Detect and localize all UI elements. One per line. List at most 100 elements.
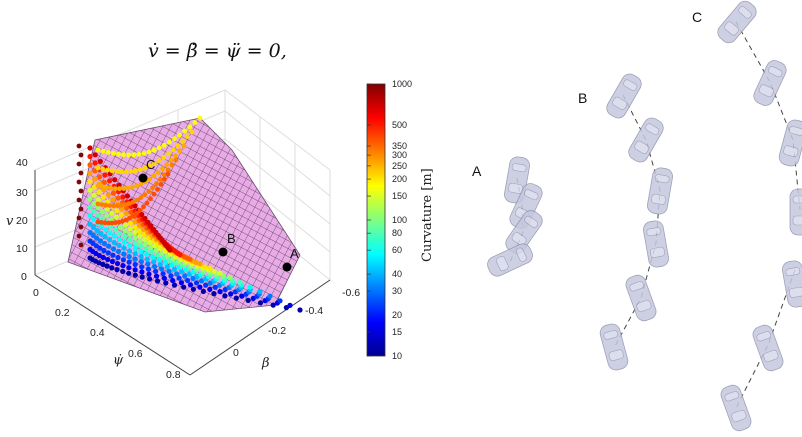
arc-point [114,261,121,267]
arc-point [161,275,167,281]
arc-point [110,252,116,258]
beta-tick: 0 [233,347,239,359]
colorbar-tick-label: 1000 [392,79,412,89]
arc-point [126,254,132,260]
arc-point [95,165,101,171]
arc-point [100,261,106,267]
colorbar-tick-label: 500 [392,120,407,130]
red-column-point [76,179,82,185]
marker-a [282,262,292,272]
arc-point [247,284,253,290]
arc-point [116,236,123,242]
arc-point [131,152,137,158]
colorbar-tick-label: 15 [392,327,402,337]
arc-point [153,273,160,279]
psidot-tick: 0.4 [90,327,105,339]
arc-point [162,259,168,265]
arc-point [114,169,120,174]
arc-point [211,268,217,275]
arc-point [109,220,115,226]
arc-point [222,293,228,299]
arc-point [144,256,150,262]
arc-point [111,203,116,209]
arc-point [170,147,176,153]
arc-point [287,302,293,308]
colorbar-tick-label: 300 [392,150,407,160]
arc-point [169,162,175,168]
arc-point [111,239,117,246]
arc-point [119,169,124,175]
psidot-tick: 0.2 [55,307,70,319]
arc-point [118,212,124,218]
arc-point [189,129,195,135]
arc-point [87,170,93,176]
red-column-point [78,224,84,230]
arc-point [158,182,164,187]
colorbar-tick-label: 60 [392,245,402,255]
arc-point [151,191,157,197]
arc-point [167,139,172,145]
arc-point [155,187,160,192]
arc-point [177,148,183,154]
car-marker [643,220,669,268]
arc-point [168,273,174,279]
arc-point [109,258,115,265]
arc-point [144,251,150,257]
car-marker [628,117,664,163]
v-tick: 0 [21,271,27,283]
arc-point [100,166,106,172]
colorbar-tick-label: 150 [392,191,407,201]
arc-point [127,237,133,243]
arc-point [145,266,151,272]
beta-tick: -0.4 [305,305,323,317]
arc-point [87,255,93,261]
arc-point [103,202,109,208]
arc-point [134,183,140,189]
arc-point [122,202,128,208]
arc-point [179,269,185,275]
arc-point [297,307,303,313]
arc-point [105,150,111,155]
arc-point [87,204,93,210]
beta-ticks: 0 -0.2 -0.4 -0.6 [233,287,360,359]
label-a: A [290,246,299,261]
arc-point [136,151,142,157]
beta-tick: -0.6 [342,287,360,299]
arc-point [91,200,97,206]
arc-point [158,177,163,182]
arc-point [151,259,157,265]
arc-point [130,213,136,219]
arc-point [99,220,104,225]
arc-point [95,204,101,210]
traj-label-a: A [472,163,482,179]
arc-point [173,157,179,163]
arc-point [137,228,143,234]
colorbar-tick-label: 350 [392,141,407,151]
arc-point [156,158,162,164]
arc-point [87,213,93,219]
arc-point [127,231,133,237]
arc-point [277,298,283,304]
red-column-point [78,242,84,248]
colorbar-tick-label: 40 [392,269,402,279]
arc-point [132,240,138,246]
arc-point [110,246,117,252]
arc-point [138,195,144,201]
arc-point [132,229,138,235]
trajectory-c-lower [735,269,796,409]
arc-point [137,167,143,173]
arc-point [166,151,171,157]
marker-b [218,247,228,257]
arc-point [116,151,121,157]
arc-point [87,246,93,253]
arc-point [137,238,143,244]
colorbar-tick-label: 250 [392,161,407,171]
arc-point [217,270,223,276]
arc-point [134,197,140,203]
arc-point [120,257,126,263]
arc-point [119,203,124,208]
arc-point [147,163,153,169]
arc-point [257,300,264,306]
arc-point [115,254,121,261]
arc-point [142,192,148,198]
